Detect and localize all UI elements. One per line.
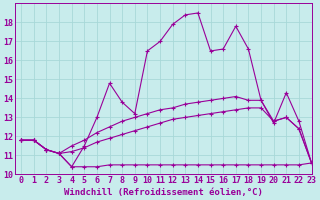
X-axis label: Windchill (Refroidissement éolien,°C): Windchill (Refroidissement éolien,°C) [64,188,263,197]
